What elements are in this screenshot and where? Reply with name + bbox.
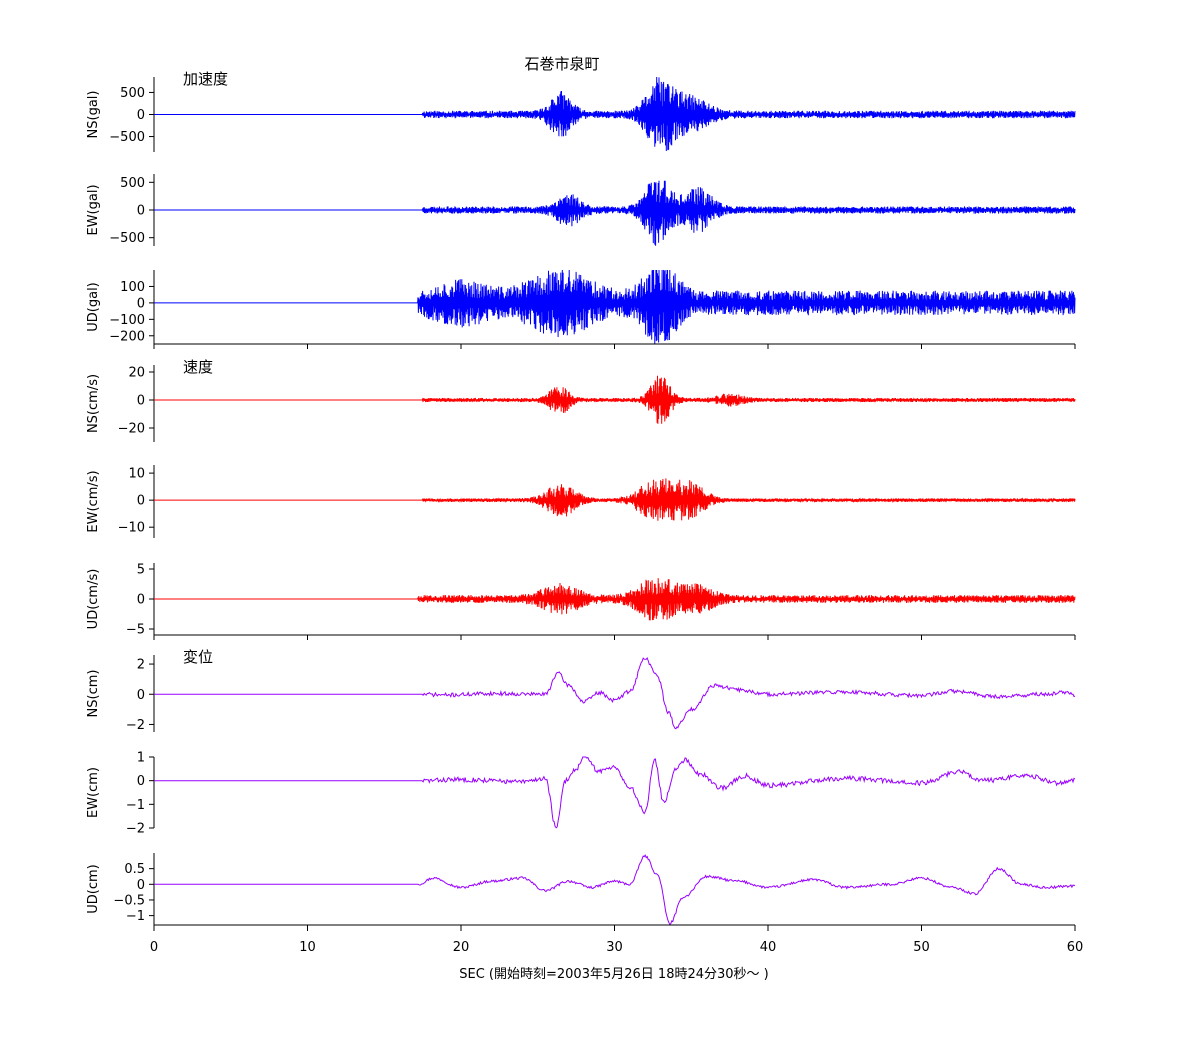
panel-7: 1 0 −1 −2 EW(cm): [86, 751, 1076, 837]
y-axis-label: UD(cm/s): [86, 569, 101, 630]
y-axis-label: NS(gal): [86, 91, 101, 139]
y-tick-label: 100: [120, 280, 145, 295]
series-line: [154, 656, 1076, 730]
series-line: [154, 375, 1076, 424]
group-separator: [153, 343, 1076, 349]
panel-8: 0.50−0.5−1 UD(cm): [86, 853, 1075, 926]
x-tick-label: 60: [1067, 940, 1084, 955]
y-tick-label: 0: [137, 688, 145, 703]
panel-1: 500 0 −500 EW(gal): [86, 174, 1076, 246]
panels: 5000−500NS(gal)5000−500EW(gal)1000−100−2…: [86, 76, 1076, 926]
y-axis-label: UD(cm): [86, 864, 101, 913]
y-tick-label: 1: [137, 751, 145, 766]
y-axis-label: EW(gal): [86, 184, 101, 235]
y-tick-label: 0: [137, 204, 145, 219]
y-axis-label: NS(cm/s): [86, 374, 101, 433]
x-tick-label: 20: [453, 940, 470, 955]
y-axis-label: UD(gal): [86, 282, 101, 332]
y-tick-label: −1: [126, 909, 145, 924]
panel-3: 20 0 −20 NS(cm/s): [86, 365, 1076, 442]
y-tick-label: 0: [137, 878, 145, 893]
y-tick-label: −0.5: [113, 893, 145, 908]
y-tick-label: 2: [137, 658, 145, 673]
group-separator: [153, 634, 1076, 640]
series-line: [154, 578, 1076, 621]
series-line: [154, 478, 1076, 521]
panel-5: 5 0 −5 UD(cm/s): [86, 563, 1076, 640]
y-tick-label: 10: [128, 467, 145, 482]
y-tick-label: −2: [126, 718, 145, 733]
series-line: [154, 756, 1076, 829]
panel-0: 500 0 −500 NS(gal): [86, 76, 1076, 152]
chart-title: 石巻市泉町: [524, 55, 599, 73]
series-line: [154, 76, 1076, 152]
y-tick-label: 5: [137, 563, 145, 578]
y-tick-label: 20: [128, 366, 145, 381]
group-label: 加速度: [183, 70, 228, 88]
y-tick-label: −20: [118, 422, 145, 437]
y-tick-label: −10: [118, 521, 145, 536]
group-label: 変位: [183, 648, 213, 666]
x-tick-label: 0: [150, 940, 158, 955]
y-tick-label: 0: [137, 774, 145, 789]
x-tick-label: 30: [606, 940, 623, 955]
x-axis: 0 10 20 30 40 50 60: [150, 924, 1084, 955]
y-tick-label: 0: [137, 296, 145, 311]
x-tick-label: 50: [913, 940, 930, 955]
series-line: [154, 854, 1075, 926]
x-tick-label: 10: [299, 940, 316, 955]
y-tick-label: −1: [126, 798, 145, 813]
y-tick-label: 500: [120, 86, 145, 101]
panel-6: 2 0 −2 NS(cm): [86, 655, 1076, 733]
y-axis-label: EW(cm): [86, 767, 101, 818]
y-tick-label: −500: [109, 231, 145, 246]
y-axis-label: NS(cm): [86, 670, 101, 718]
y-tick-label: −500: [109, 130, 145, 145]
x-axis-label: SEC (開始時刻=2003年5月26日 18時24分30秒～ ): [459, 967, 769, 982]
series-line: [154, 269, 1076, 345]
y-tick-label: −200: [109, 329, 145, 344]
x-tick-label: 40: [760, 940, 777, 955]
y-tick-label: −5: [126, 623, 145, 638]
y-tick-label: −100: [109, 313, 145, 328]
y-tick-label: −2: [126, 822, 145, 837]
group-label: 速度: [183, 358, 213, 376]
y-tick-label: 0.5: [124, 862, 145, 877]
y-tick-label: 0: [137, 394, 145, 409]
series-line: [154, 180, 1076, 246]
y-tick-label: 0: [137, 108, 145, 123]
panel-4: 10 0 −10 EW(cm/s): [86, 465, 1076, 538]
y-tick-label: 0: [137, 593, 145, 608]
y-tick-label: 500: [120, 176, 145, 191]
y-axis-label: EW(cm/s): [86, 470, 101, 532]
y-tick-label: 0: [137, 494, 145, 509]
